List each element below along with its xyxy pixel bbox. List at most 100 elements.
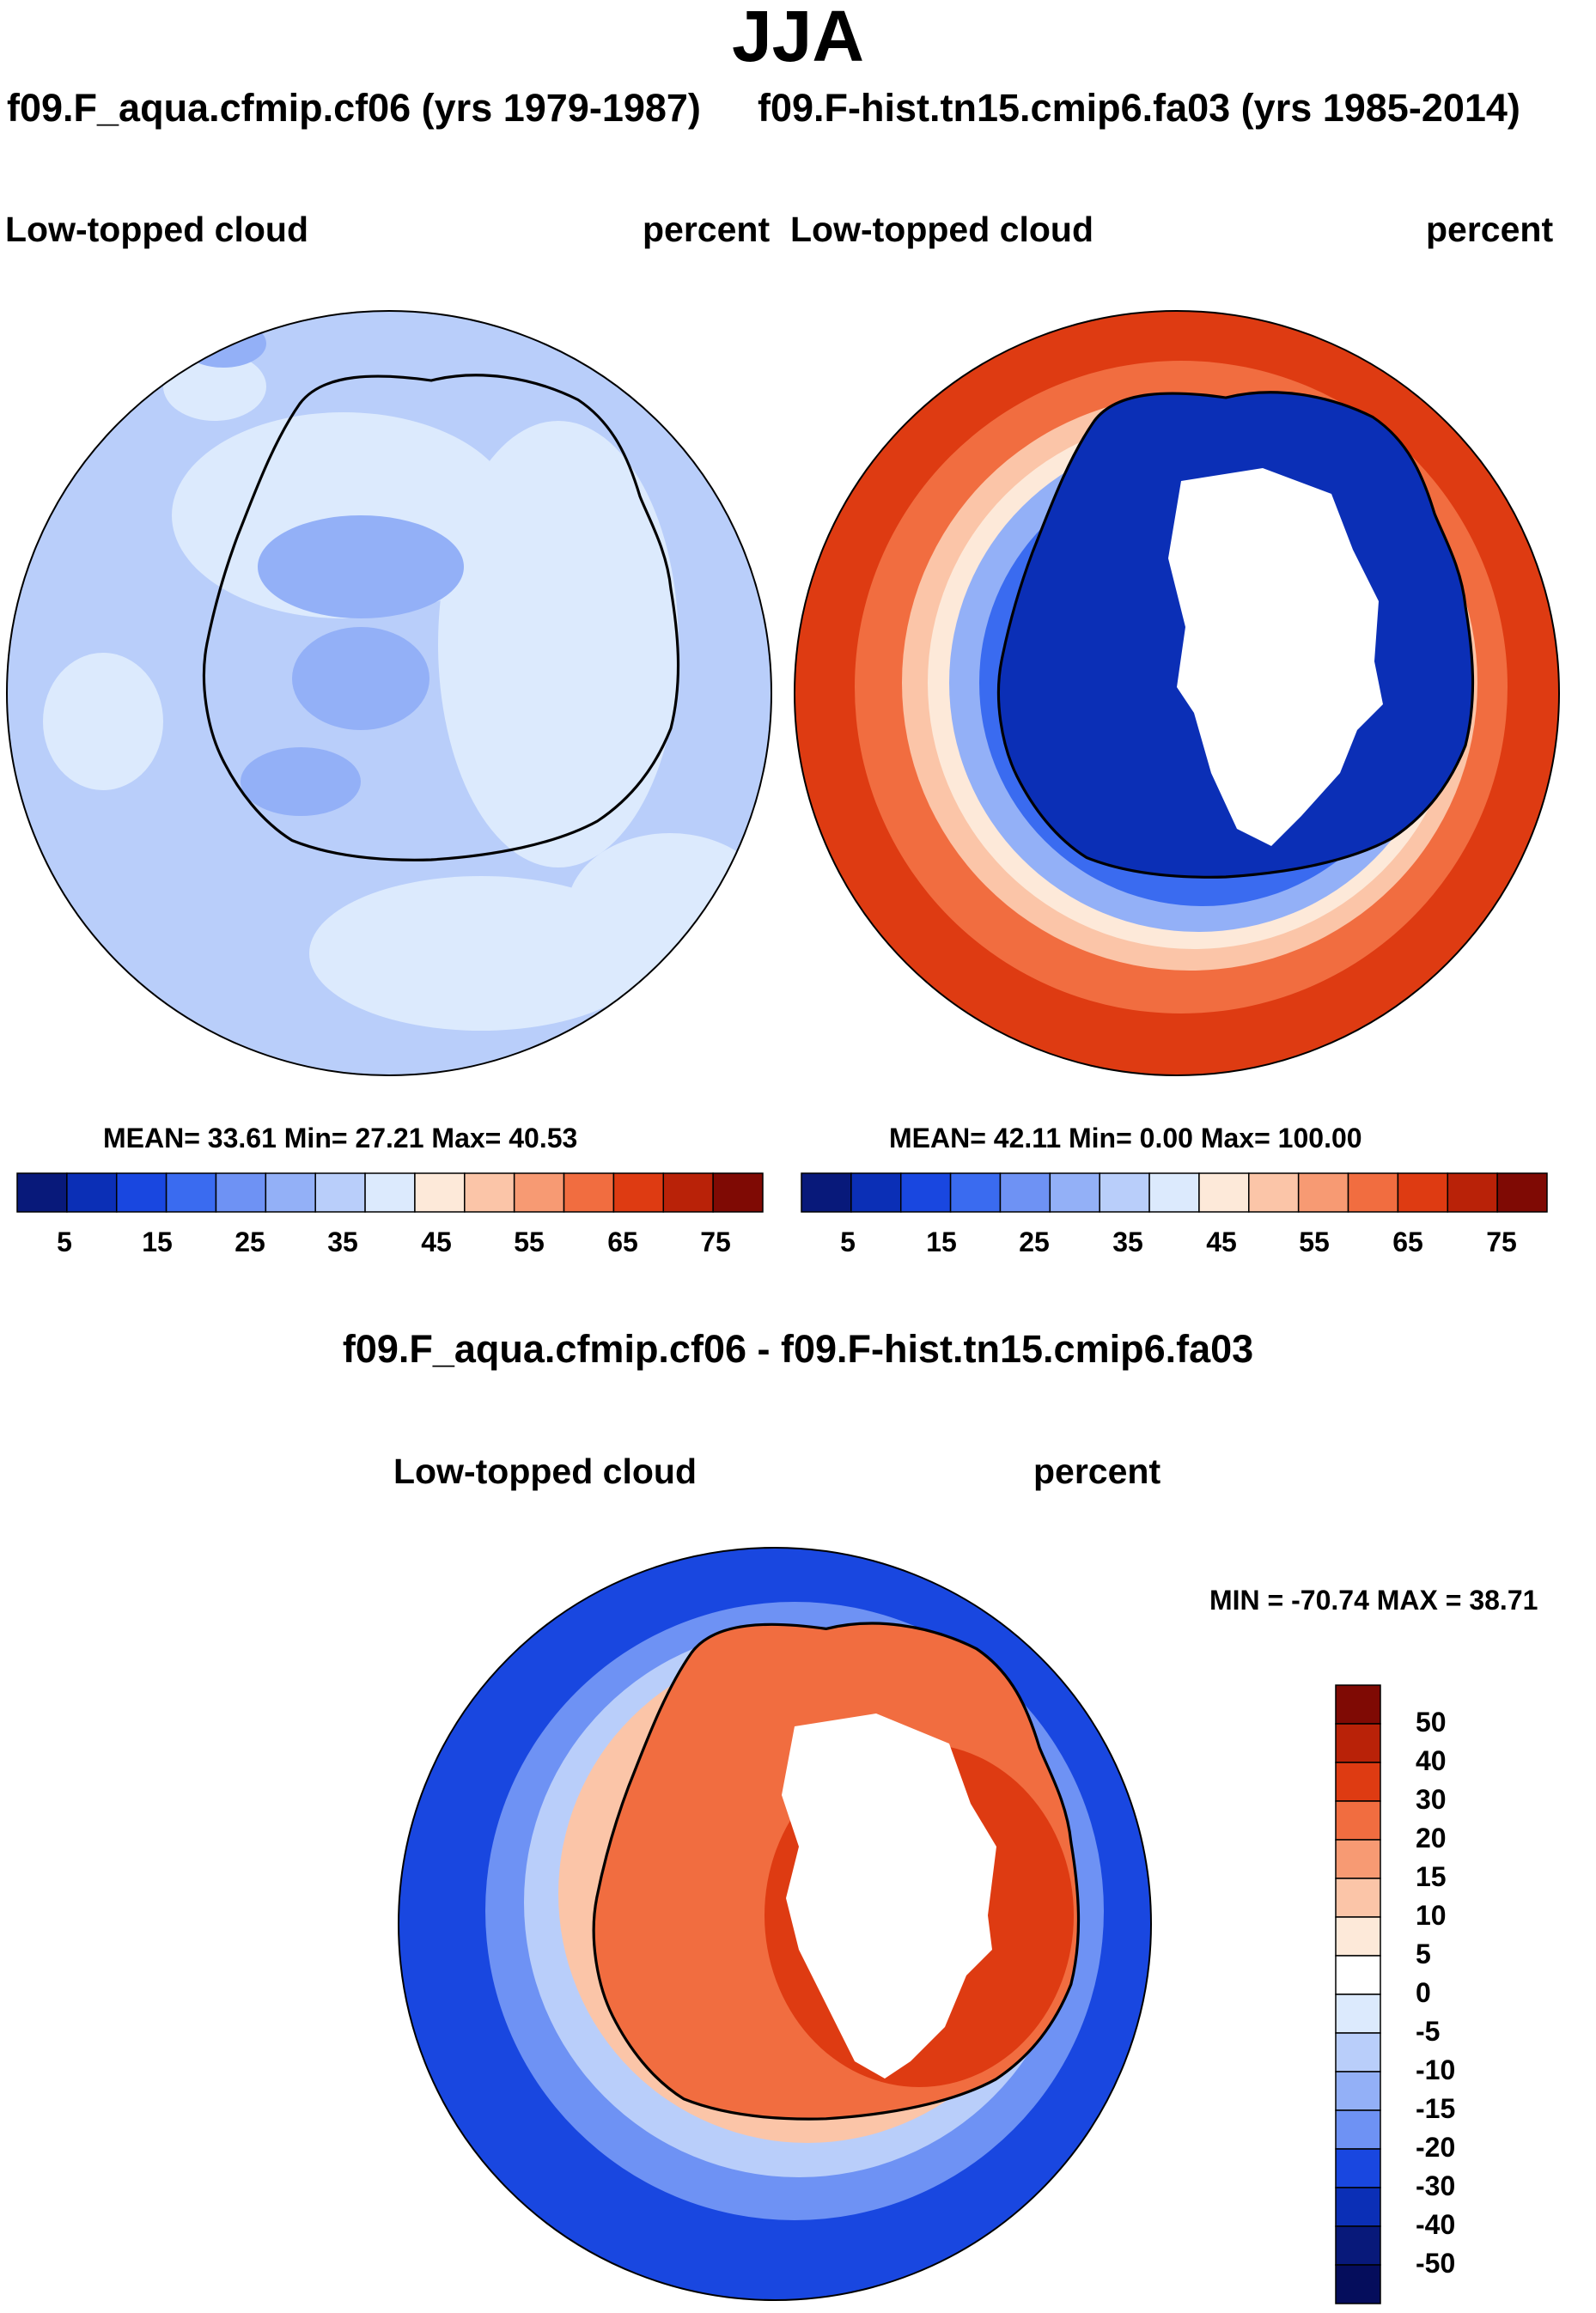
colorbar-right-swatch: [1397, 1172, 1449, 1213]
colorbar-right-tick: 5: [840, 1226, 856, 1257]
colorbar-right-swatch: [999, 1172, 1051, 1213]
variable-label-right: Low-topped cloud: [790, 210, 1093, 249]
colorbar-difference-tick: -30: [1416, 2170, 1456, 2201]
colorbar-left-swatch: [563, 1172, 615, 1213]
map-right: [795, 311, 1559, 1075]
map-border-difference: [398, 1547, 1152, 2301]
colorbar-difference-tick: 0: [1416, 1977, 1431, 2008]
colorbar-difference-swatch: [1335, 2071, 1381, 2111]
map-difference: [399, 1548, 1151, 2300]
colorbar-right-swatch: [1198, 1172, 1250, 1213]
colorbar-left-tick: 45: [421, 1226, 452, 1257]
colorbar-right-tick: 45: [1206, 1226, 1237, 1257]
colorbar-right-swatch: [1099, 1172, 1150, 1213]
colorbar-right-swatch: [1248, 1172, 1300, 1213]
map-border-left: [6, 310, 772, 1076]
colorbar-left-swatch: [612, 1172, 665, 1213]
units-label-right: percent: [1426, 210, 1554, 249]
season-title: JJA: [731, 0, 865, 76]
colorbar-difference-swatch: [1335, 1684, 1381, 1725]
stats-difference: MIN = -70.74 MAX = 38.71: [1209, 1585, 1538, 1616]
colorbar-left-swatch: [265, 1172, 316, 1213]
variable-label-difference: Low-topped cloud: [393, 1452, 697, 1491]
colorbar-difference-tick: 40: [1416, 1745, 1447, 1776]
map-left: [7, 311, 771, 1075]
colorbar-left-tick: 15: [142, 1226, 173, 1257]
colorbar-right-tick: 15: [926, 1226, 957, 1257]
colorbar-difference-tick: -5: [1416, 2016, 1441, 2047]
colorbar-right-swatch: [899, 1172, 952, 1213]
colorbar-right-tick: 35: [1112, 1226, 1143, 1257]
difference-title: f09.F_aqua.cfmip.cf06 - f09.F-hist.tn15.…: [342, 1327, 1254, 1371]
case-title-left: f09.F_aqua.cfmip.cf06 (yrs 1979-1987): [7, 86, 701, 130]
colorbar-right-swatch: [949, 1172, 1002, 1213]
colorbar-left-tick: 35: [327, 1226, 358, 1257]
colorbar-difference-swatch: [1335, 1800, 1381, 1841]
colorbar-right-swatch: [850, 1172, 902, 1213]
colorbar-right-swatch: [1496, 1172, 1548, 1213]
colorbar-left-tick: 25: [235, 1226, 265, 1257]
colorbar-left-swatch: [414, 1172, 466, 1213]
colorbar-left-tick: 65: [607, 1226, 638, 1257]
stats-right: MEAN= 42.11 Min= 0.00 Max= 100.00: [889, 1123, 1362, 1153]
colorbar-difference-tick: -20: [1416, 2132, 1456, 2163]
colorbar-left-tick: 55: [514, 1226, 545, 1257]
colorbar-difference-swatch: [1335, 1762, 1381, 1802]
colorbar-difference-tick: -40: [1416, 2209, 1456, 2240]
colorbar-right-swatch: [1447, 1172, 1498, 1213]
case-title-right: f09.F-hist.tn15.cmip6.fa03 (yrs 1985-201…: [758, 86, 1520, 130]
colorbar-right-tick: 75: [1486, 1226, 1517, 1257]
map-border-right: [794, 310, 1560, 1076]
colorbar-difference-swatch: [1335, 1955, 1381, 1995]
colorbar-difference-swatch: [1335, 1878, 1381, 1918]
colorbar-left-tick: 5: [57, 1226, 72, 1257]
colorbar-right-swatch: [1049, 1172, 1100, 1213]
colorbar-left-swatch: [662, 1172, 714, 1213]
colorbar-right-tick: 25: [1019, 1226, 1050, 1257]
colorbar-difference-swatch: [1335, 1839, 1381, 1879]
colorbar-left-swatch: [513, 1172, 565, 1213]
variable-label-left: Low-topped cloud: [5, 210, 308, 249]
colorbar-difference-swatch: [1335, 1993, 1381, 2034]
colorbar-right-swatch: [801, 1172, 852, 1213]
colorbar-left-tick: 75: [700, 1226, 731, 1257]
colorbar-difference-tick: 5: [1416, 1939, 1431, 1969]
colorbar-left-swatch: [115, 1172, 168, 1213]
colorbar-difference: [1335, 1684, 1381, 2304]
colorbar-right-swatch: [1347, 1172, 1399, 1213]
colorbar-difference-tick: -15: [1416, 2093, 1456, 2124]
colorbar-right: [801, 1172, 1548, 1213]
colorbar-left-swatch: [364, 1172, 416, 1213]
colorbar-left-swatch: [215, 1172, 267, 1213]
colorbar-difference-tick: 50: [1416, 1707, 1447, 1738]
colorbar-difference-swatch: [1335, 1916, 1381, 1957]
colorbar-right-tick: 55: [1299, 1226, 1330, 1257]
stats-left: MEAN= 33.61 Min= 27.21 Max= 40.53: [103, 1123, 578, 1153]
colorbar-right-tick: 65: [1392, 1226, 1423, 1257]
colorbar-difference-swatch: [1335, 2187, 1381, 2227]
colorbar-right-swatch: [1148, 1172, 1200, 1213]
colorbar-left-swatch: [314, 1172, 366, 1213]
colorbar-difference-swatch: [1335, 2264, 1381, 2304]
colorbar-right-swatch: [1297, 1172, 1349, 1213]
colorbar-difference-tick: 30: [1416, 1784, 1447, 1815]
colorbar-difference-swatch: [1335, 2032, 1381, 2073]
colorbar-left-swatch: [16, 1172, 68, 1213]
colorbar-left: [16, 1172, 764, 1213]
colorbar-difference-tick: -10: [1416, 2054, 1456, 2085]
colorbar-left-swatch: [165, 1172, 217, 1213]
units-label-left: percent: [643, 210, 771, 249]
units-label-difference: percent: [1033, 1452, 1161, 1491]
colorbar-difference-swatch: [1335, 2109, 1381, 2150]
colorbar-difference-swatch: [1335, 2225, 1381, 2266]
colorbar-difference-tick: -50: [1416, 2248, 1456, 2279]
colorbar-left-swatch: [712, 1172, 764, 1213]
colorbar-difference-tick: 20: [1416, 1823, 1447, 1853]
colorbar-difference-tick: 10: [1416, 1900, 1447, 1931]
colorbar-difference-tick: 15: [1416, 1861, 1447, 1892]
colorbar-left-swatch: [66, 1172, 118, 1213]
colorbar-difference-swatch: [1335, 2148, 1381, 2188]
colorbar-difference-swatch: [1335, 1723, 1381, 1763]
colorbar-left-swatch: [464, 1172, 515, 1213]
